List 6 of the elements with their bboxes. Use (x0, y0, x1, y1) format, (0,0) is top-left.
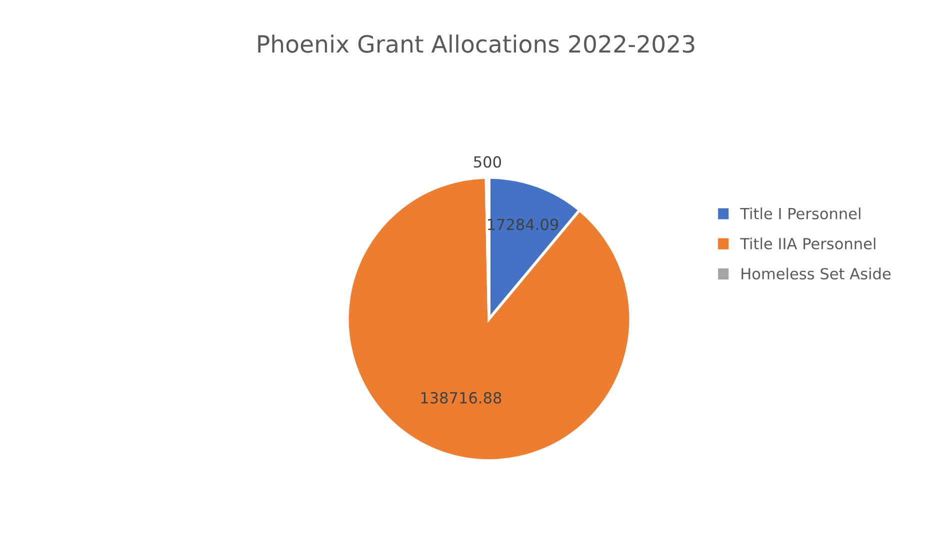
legend-label: Title I Personnel (740, 208, 860, 220)
data-label: 500 (474, 156, 501, 168)
legend-label: Title IIA Personnel (740, 238, 876, 250)
legend-label: Homeless Set Aside (742, 268, 891, 280)
data-label: 138716.88 (421, 392, 502, 404)
chart-title: Phoenix Grant Allocations 2022-2023 (258, 34, 694, 53)
